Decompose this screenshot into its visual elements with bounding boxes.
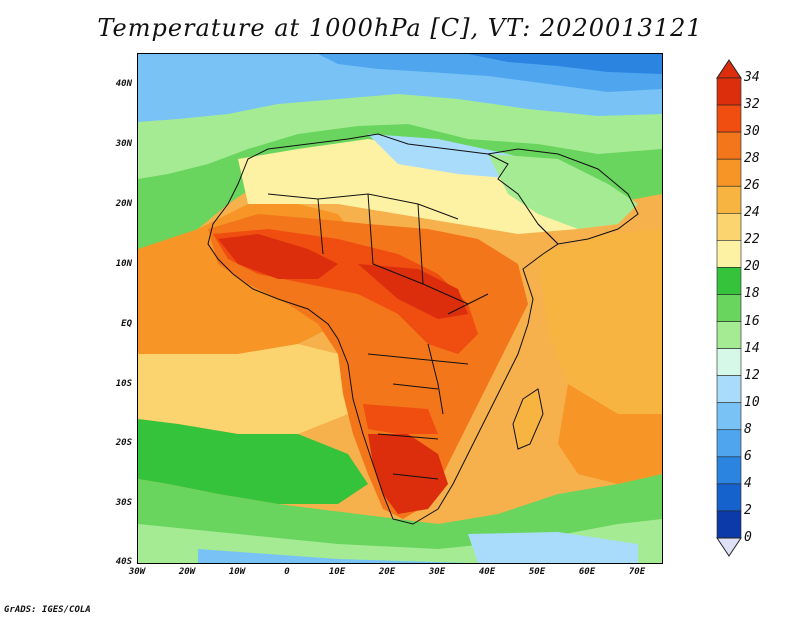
colorbar-label: 12 bbox=[744, 367, 760, 383]
lon-tick-20w: 20W bbox=[178, 567, 196, 577]
colorbar-label: 22 bbox=[744, 232, 760, 248]
lon-tick-50e: 50E bbox=[528, 567, 546, 577]
lon-tick-30w: 30W bbox=[128, 567, 146, 577]
colorbar-swatch bbox=[716, 158, 742, 187]
colorbar-label: 28 bbox=[744, 151, 760, 167]
colorbar-label: 26 bbox=[744, 178, 760, 194]
lat-tick-30n: 30N bbox=[115, 139, 132, 149]
colorbar-label: 6 bbox=[744, 448, 752, 464]
colorbar-label: 32 bbox=[744, 97, 760, 113]
colorbar-label: 2 bbox=[744, 502, 752, 518]
lat-tick-40n: 40N bbox=[115, 79, 132, 89]
lat-tick-10s: 10S bbox=[115, 379, 132, 389]
lat-tick-20n: 20N bbox=[115, 199, 132, 209]
colorbar-swatch bbox=[716, 185, 742, 214]
colorbar-swatch bbox=[716, 294, 742, 322]
colorbar bbox=[716, 59, 742, 557]
lat-tick-30s: 30S bbox=[115, 498, 132, 508]
colorbar-swatch bbox=[716, 240, 742, 268]
colorbar-swatch bbox=[716, 77, 742, 106]
colorbar-arrow-bottom bbox=[716, 537, 742, 557]
colorbar-label: 24 bbox=[744, 205, 760, 221]
colorbar-swatch bbox=[716, 104, 742, 133]
colorbar-label: 20 bbox=[744, 259, 760, 275]
coastlines bbox=[207, 133, 639, 525]
colorbar-swatch bbox=[716, 510, 742, 539]
colorbar-label: 0 bbox=[744, 530, 752, 545]
colorbar-label: 8 bbox=[744, 421, 752, 437]
colorbar-swatch bbox=[716, 212, 742, 241]
colorbar-swatch bbox=[716, 267, 742, 295]
lat-tick-eq: EQ bbox=[121, 319, 132, 329]
lat-tick-10n: 10N bbox=[115, 259, 132, 269]
lat-tick-40s: 40S bbox=[115, 557, 132, 567]
colorbar-swatch bbox=[716, 429, 742, 458]
map-field bbox=[138, 54, 662, 563]
lon-tick-70e: 70E bbox=[628, 567, 646, 577]
colorbar-swatch bbox=[716, 456, 742, 485]
lon-tick-0: 0 bbox=[284, 567, 290, 577]
colorbar-arrow-top bbox=[716, 59, 742, 79]
lon-tick-40e: 40E bbox=[478, 567, 496, 577]
lon-tick-60e: 60E bbox=[578, 567, 596, 577]
colorbar-label: 4 bbox=[744, 475, 752, 491]
colorbar-swatch bbox=[716, 131, 742, 160]
colorbar-label: 14 bbox=[744, 340, 760, 356]
colorbar-swatch bbox=[716, 375, 742, 404]
map-title: Temperature at 1000hPa [C], VT: 20200131… bbox=[97, 14, 703, 42]
colorbar-label: 16 bbox=[744, 313, 760, 329]
credit-text: GrADS: IGES/COLA bbox=[4, 605, 91, 615]
colorbar-swatch bbox=[716, 321, 742, 349]
colorbar-swatch bbox=[716, 483, 742, 512]
lon-tick-20e: 20E bbox=[378, 567, 396, 577]
colorbar-label: 18 bbox=[744, 286, 760, 302]
colorbar-swatch bbox=[716, 348, 742, 376]
lat-tick-20s: 20S bbox=[115, 438, 132, 448]
temperature-map bbox=[137, 53, 663, 564]
lon-tick-10w: 10W bbox=[228, 567, 246, 577]
colorbar-label: 10 bbox=[744, 394, 760, 410]
colorbar-label: 30 bbox=[744, 124, 760, 140]
lon-tick-10e: 10E bbox=[328, 567, 346, 577]
colorbar-label: 34 bbox=[744, 70, 760, 85]
lon-tick-30e: 30E bbox=[428, 567, 446, 577]
colorbar-swatch bbox=[716, 402, 742, 431]
